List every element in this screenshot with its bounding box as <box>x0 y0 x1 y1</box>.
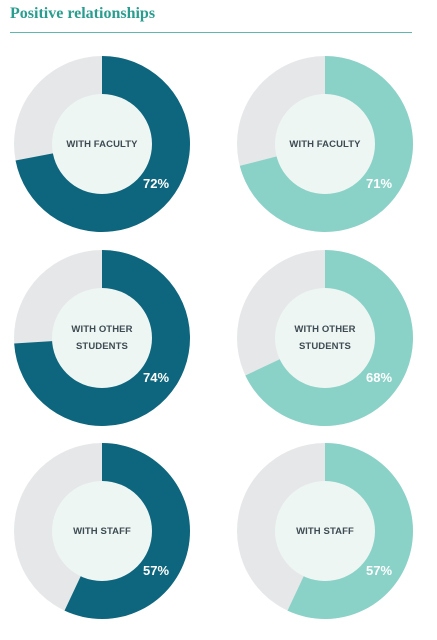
donut-hole <box>52 481 152 581</box>
donut-center-label: WITH FACULTY <box>289 138 361 150</box>
donut-hole <box>275 481 375 581</box>
donut-center-label: WITH STAFF <box>296 525 354 537</box>
donut-svg <box>237 250 413 426</box>
donut-hole <box>52 288 152 388</box>
donut-hole <box>52 94 152 194</box>
donut-center-label: WITH OTHER STUDENTS <box>294 324 356 352</box>
donut-center-label: WITH STAFF <box>73 525 131 537</box>
donut-chart-1: WITH FACULTY 72% <box>14 56 191 233</box>
donut-chart-6: WITH STAFF 57% <box>237 443 413 619</box>
donut-value-label: 72% <box>143 176 170 191</box>
donut-value-label: 74% <box>143 370 170 385</box>
donut-chart-3: WITH OTHER STUDENTS 74% <box>14 250 191 426</box>
donut-value-label: 71% <box>366 176 393 191</box>
title-divider <box>10 32 412 33</box>
donut-chart-4: WITH OTHER STUDENTS 68% <box>237 250 413 426</box>
donut-value-label: 57% <box>143 563 170 578</box>
donut-svg <box>14 56 191 233</box>
donut-chart-5: WITH STAFF 57% <box>14 443 190 619</box>
donut-center-label: WITH FACULTY <box>66 138 138 150</box>
page-title: Positive relationships <box>10 5 156 22</box>
donut-svg <box>237 56 413 232</box>
donut-svg <box>14 443 190 619</box>
donut-chart-2: WITH FACULTY 71% <box>237 56 413 232</box>
donut-center-label: WITH OTHER STUDENTS <box>71 324 133 352</box>
donut-hole <box>275 94 375 194</box>
donut-svg <box>237 443 413 619</box>
donut-svg <box>14 250 191 426</box>
donut-hole <box>275 288 375 388</box>
donut-value-label: 57% <box>366 563 393 578</box>
donut-value-label: 68% <box>366 370 393 385</box>
